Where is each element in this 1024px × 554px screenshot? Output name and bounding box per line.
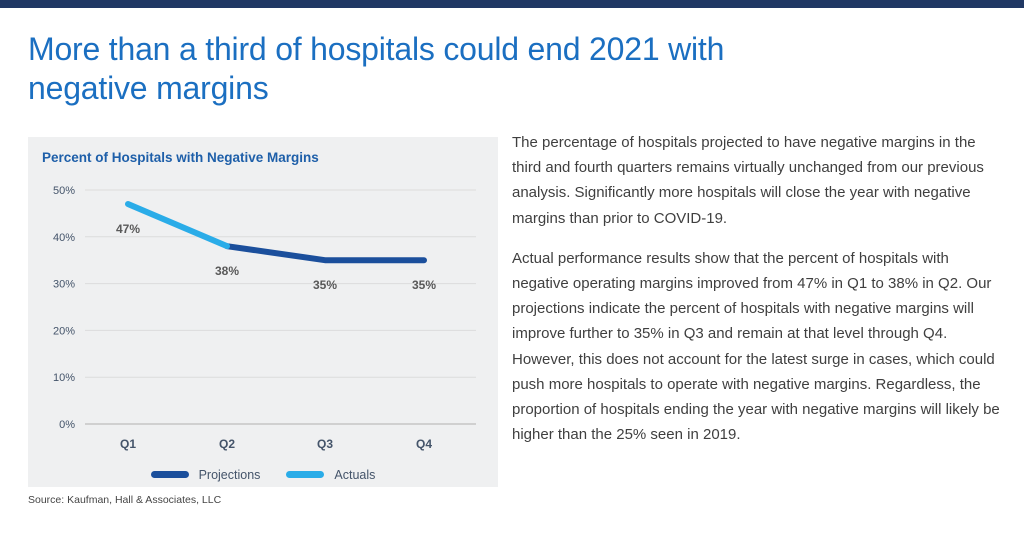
data-label: 38%: [215, 264, 239, 278]
series-line-actuals: [125, 201, 230, 250]
chart-svg: 0% 10% 20% 30% 40% 50% Q1 Q2 Q3 Q4 47% 38% 35% 35%: [53, 185, 476, 451]
source-note: Source: Kaufman, Hall & Associates, LLC: [28, 494, 222, 506]
y-axis-tick-label: 0%: [59, 419, 75, 431]
top-accent-bar: [0, 0, 1024, 8]
x-axis-tick-label: Q2: [219, 437, 235, 451]
commentary-paragraph: The percentage of hospitals projected to…: [512, 134, 984, 227]
commentary-paragraph: Actual performance results show that the…: [512, 249, 1000, 444]
commentary: The percentage of hospitals projected to…: [512, 130, 1004, 447]
data-label: 35%: [412, 278, 436, 292]
y-axis-tick-label: 40%: [53, 232, 75, 244]
legend-swatch: [286, 471, 325, 478]
x-axis-tick-label: Q1: [120, 437, 136, 451]
legend-swatch: [150, 471, 189, 478]
chart-plot-area: 0% 10% 20% 30% 40% 50% Q1 Q2 Q3 Q4 47% 38% 35% 35%: [28, 172, 498, 462]
legend-item-actuals: Actuals: [286, 468, 375, 482]
series-line-projections: [224, 243, 427, 264]
chart-title: Percent of Hospitals with Negative Margi…: [42, 150, 319, 165]
legend-label: Projections: [198, 467, 261, 482]
y-axis-tick-label: 10%: [53, 372, 75, 384]
legend-label: Actuals: [334, 467, 376, 482]
y-axis-tick-label: 50%: [53, 185, 75, 197]
page-title: More than a third of hospitals could end…: [28, 31, 725, 107]
y-axis-tick-label: 20%: [53, 325, 75, 337]
chart-legend: Projections Actuals: [28, 462, 498, 487]
chart-panel: Percent of Hospitals with Negative Margi…: [28, 137, 498, 487]
x-axis-tick-label: Q4: [416, 437, 432, 451]
y-axis-tick-label: 30%: [53, 279, 75, 291]
data-label: 47%: [116, 222, 140, 236]
x-axis-tick-label: Q3: [317, 437, 333, 451]
legend-item-projections: Projections: [150, 467, 261, 482]
data-label: 35%: [313, 278, 337, 292]
